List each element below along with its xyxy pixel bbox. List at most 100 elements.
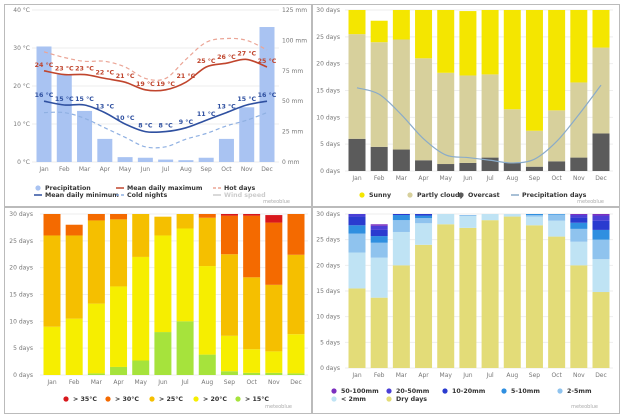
legend-item-temp-2[interactable]: > 20°C bbox=[193, 395, 227, 403]
bar-segment bbox=[220, 371, 238, 375]
bar-segment bbox=[370, 224, 388, 226]
x-tick-label: Jun bbox=[462, 175, 473, 182]
bar-segment bbox=[176, 214, 194, 229]
legend-item-temp-5[interactable]: > 35°C bbox=[63, 395, 97, 403]
data-label: 11 °C bbox=[197, 110, 216, 118]
y-tick-label: 0 days bbox=[320, 168, 340, 175]
legend-item-wind-speed[interactable]: Wind speed bbox=[213, 192, 266, 199]
bar-segment bbox=[459, 227, 477, 368]
meteoblue-watermark: meteoblue bbox=[265, 404, 292, 410]
y-tick-label: 5 days bbox=[320, 141, 340, 148]
legend-marker bbox=[386, 396, 392, 402]
y-tick-label: 20 days bbox=[316, 61, 340, 68]
bar-segment bbox=[154, 216, 172, 236]
legend-item-cold-nights[interactable]: Cold nights bbox=[116, 192, 167, 199]
legend-marker bbox=[442, 388, 448, 394]
x-tick-label: May bbox=[440, 175, 453, 182]
bar-segment bbox=[87, 214, 105, 221]
x-tick-label: Jun bbox=[462, 372, 473, 379]
bar-segment bbox=[348, 214, 366, 217]
bar-segment bbox=[65, 318, 83, 375]
data-label: 19 °C bbox=[136, 80, 155, 88]
chart-4-axes: 0 days 5 days 10 days 15 days 20 days 25 days… bbox=[316, 211, 613, 379]
y-tick-label: 20 days bbox=[316, 262, 340, 269]
y-tick-label: 15 days bbox=[316, 288, 340, 295]
legend-item-precip-3[interactable]: 2-5mm bbox=[557, 388, 592, 395]
bar-segment bbox=[503, 109, 521, 163]
legend-item-precipitation-days[interactable]: Precipitation days bbox=[511, 192, 587, 199]
legend-item-precip-7[interactable]: 50-100mm bbox=[331, 388, 379, 395]
legend-label: > 20°C bbox=[203, 395, 227, 403]
bar-segment bbox=[87, 303, 105, 374]
y-tick-label: 0 days bbox=[13, 372, 33, 379]
legend-item-precipitation[interactable]: Precipitation bbox=[35, 185, 91, 192]
precipitation-bar bbox=[117, 157, 133, 162]
bar-segment bbox=[437, 10, 455, 73]
bar-segment bbox=[415, 10, 433, 59]
x-tick-label: Apr bbox=[100, 166, 111, 173]
bar-segment bbox=[525, 10, 543, 131]
bar-segment bbox=[132, 256, 150, 361]
bar-segment bbox=[570, 215, 588, 218]
x-tick-label: Oct bbox=[221, 166, 232, 173]
x-tick-label: Apr bbox=[418, 372, 429, 379]
legend-label: > 25°C bbox=[159, 395, 183, 403]
x-tick-label: Jul bbox=[161, 166, 170, 173]
x-tick-label: Jun bbox=[157, 379, 168, 386]
y-tick-label: 25 days bbox=[9, 238, 33, 245]
x-tick-label: May bbox=[440, 372, 453, 379]
bar-segment bbox=[548, 236, 566, 368]
bar-segment bbox=[265, 222, 283, 285]
legend-item-hot-days[interactable]: Hot days bbox=[213, 185, 255, 192]
y-tick-label: 40 °C bbox=[13, 7, 30, 14]
legend-item-precip-2[interactable]: < 2mm bbox=[331, 396, 366, 403]
legend-item-sunny[interactable]: Sunny bbox=[359, 192, 391, 199]
chart-4-bars bbox=[348, 214, 610, 368]
data-label: 15 °C bbox=[237, 95, 256, 103]
bar-segment bbox=[592, 292, 610, 368]
legend-item-mean-daily-minimum[interactable]: Mean daily minimum bbox=[34, 192, 119, 199]
bar-segment bbox=[437, 72, 455, 165]
bar-segment bbox=[592, 47, 610, 134]
data-label: 27 °C bbox=[237, 49, 256, 57]
precipitation-bar bbox=[218, 138, 234, 162]
legend-label: Sunny bbox=[369, 192, 391, 199]
bar-segment bbox=[548, 214, 566, 215]
data-label: 22 °C bbox=[95, 68, 114, 76]
precipitation-bar bbox=[36, 46, 52, 163]
y-tick-label: 20 °C bbox=[13, 83, 30, 90]
bar-segment bbox=[459, 75, 477, 163]
y-tick-label: 0 °C bbox=[17, 159, 30, 166]
legend-item-temp-4[interactable]: > 30°C bbox=[105, 395, 139, 403]
precipitation-bar bbox=[198, 157, 214, 162]
legend-item-precip-4[interactable]: 5-10mm bbox=[501, 388, 540, 395]
bar-segment bbox=[592, 214, 610, 216]
legend-item-temp-3[interactable]: > 25°C bbox=[149, 395, 183, 403]
bar-segment bbox=[348, 216, 366, 226]
bar-segment bbox=[459, 11, 477, 76]
bar-segment bbox=[265, 284, 283, 352]
legend-item-precip-6[interactable]: 20-50mm bbox=[386, 388, 430, 395]
bar-segment bbox=[265, 215, 283, 223]
bar-segment bbox=[592, 229, 610, 240]
legend-label: Dry days bbox=[396, 396, 427, 403]
legend-item-partly-cloudy[interactable]: Partly cloudy bbox=[407, 192, 464, 199]
bar-segment bbox=[220, 214, 238, 216]
y-tick-label: 15 days bbox=[316, 88, 340, 95]
bar-segment bbox=[437, 214, 455, 225]
precipitation-days-line bbox=[356, 84, 602, 164]
x-tick-label: Sep bbox=[529, 175, 541, 182]
legend-item-precip-1[interactable]: Dry days bbox=[386, 396, 427, 403]
legend-item-temp-1[interactable]: > 15°C bbox=[235, 395, 269, 403]
bar-segment bbox=[548, 220, 566, 237]
legend-label: 50-100mm bbox=[341, 388, 379, 395]
chart-3-bars bbox=[43, 214, 305, 375]
legend-item-overcast[interactable]: Overcast bbox=[458, 192, 500, 199]
legend-marker bbox=[63, 396, 69, 402]
bar-segment bbox=[592, 220, 610, 230]
data-label: 16 °C bbox=[35, 91, 54, 99]
x-tick-label: Feb bbox=[59, 166, 70, 173]
legend-item-precip-5[interactable]: 10-20mm bbox=[442, 388, 486, 395]
bar-segment bbox=[392, 214, 410, 216]
legend-item-mean-daily-maximum[interactable]: Mean daily maximum bbox=[116, 185, 203, 192]
